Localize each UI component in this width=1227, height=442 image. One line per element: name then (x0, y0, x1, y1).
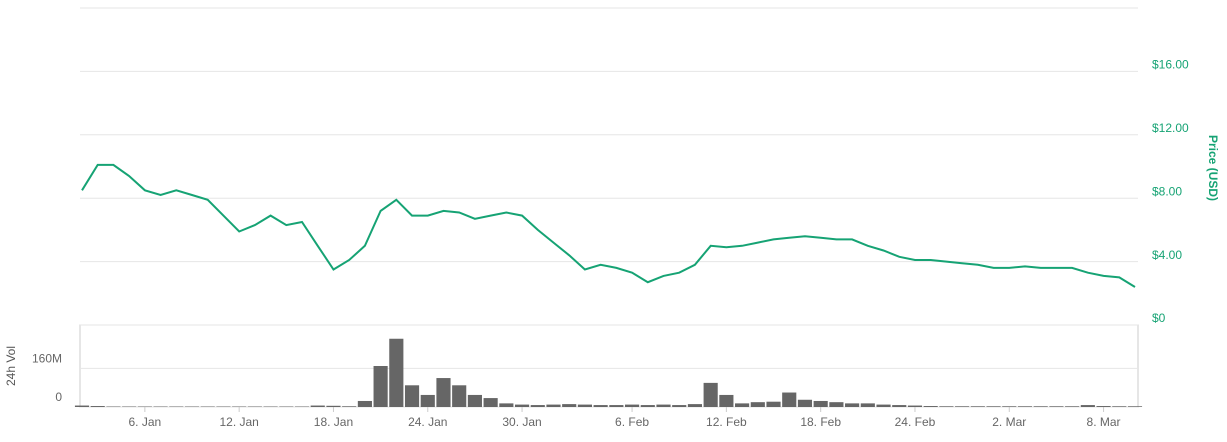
volume-bar (436, 378, 451, 407)
volume-bar (1002, 406, 1017, 407)
price-line (81, 163, 1136, 288)
volume-bar (577, 404, 592, 407)
volume-bar (1017, 406, 1033, 407)
x-tick-label: 6. Feb (615, 415, 649, 429)
y-tick-label: 160M (32, 352, 62, 366)
volume-bar (1096, 406, 1111, 407)
volume-bar (452, 385, 467, 407)
x-tick-label: 8. Mar (1087, 415, 1121, 429)
volume-bar (703, 382, 718, 407)
volume-bar (404, 385, 420, 407)
volume-bar (1112, 406, 1127, 407)
volume-bar (672, 405, 687, 407)
volume-bar (797, 399, 813, 407)
x-tick-label: 18. Jan (314, 415, 353, 429)
volume-bar (562, 404, 577, 407)
volume-panel (79, 324, 1139, 408)
volume-bar (90, 406, 105, 407)
volume-bar (342, 406, 357, 407)
y-tick-label: 0 (55, 390, 62, 404)
volume-bar (609, 405, 624, 407)
volume-bar (546, 404, 561, 407)
volume-bar (1080, 405, 1095, 407)
volume-bar (735, 403, 750, 407)
x-tick-label: 2. Mar (992, 415, 1026, 429)
x-tick-label: 6. Jan (129, 415, 162, 429)
x-tick-label: 12. Jan (219, 415, 258, 429)
volume-bar (970, 406, 985, 407)
volume-bar (766, 401, 781, 407)
volume-bar (499, 403, 514, 407)
volume-bar (845, 403, 860, 407)
x-tick-label: 18. Feb (800, 415, 841, 429)
volume-bar (939, 406, 954, 407)
volume-bar (986, 406, 1001, 407)
volume-bar (373, 366, 388, 407)
volume-bar (1033, 406, 1048, 407)
volume-bar (420, 394, 435, 407)
volume-bar (1127, 406, 1143, 407)
volume-axis-label: 24h Vol (4, 346, 18, 386)
x-tick-label: 24. Jan (408, 415, 447, 429)
volume-bar (467, 394, 482, 407)
y-tick-label: $8.00 (1152, 184, 1182, 198)
volume-bar (876, 404, 891, 407)
x-tick-label: 12. Feb (706, 415, 747, 429)
volume-bar (719, 394, 734, 407)
volume-bar (625, 404, 640, 407)
volume-bar (750, 402, 765, 407)
volume-bar (514, 404, 530, 407)
volume-bar (389, 338, 404, 407)
volume-bar (593, 405, 608, 407)
x-tick-label: 24. Feb (895, 415, 936, 429)
volume-bar (1049, 406, 1064, 407)
volume-bar (357, 400, 372, 407)
volume-bar (955, 406, 970, 407)
volume-bar (530, 405, 545, 407)
y-tick-label: $12.00 (1152, 121, 1189, 135)
volume-bar (687, 404, 703, 407)
volume-bar (829, 402, 844, 407)
price-axis-label: Price (USD) (1206, 135, 1220, 201)
volume-bar (483, 398, 498, 407)
y-tick-label: $4.00 (1152, 248, 1182, 262)
y-tick-label: $16.00 (1152, 58, 1189, 72)
volume-bar (74, 405, 90, 407)
volume-bar (860, 403, 875, 407)
volume-bar (907, 405, 923, 407)
volume-bar (310, 405, 325, 407)
volume-bar (782, 392, 797, 407)
volume-bar (1065, 406, 1080, 407)
volume-bar (813, 400, 828, 407)
volume-bar (640, 405, 655, 407)
x-tick-label: 30. Jan (502, 415, 541, 429)
volume-bar (892, 405, 907, 407)
y-tick-label: $0 (1152, 311, 1166, 325)
volume-bar (656, 404, 671, 407)
volume-bar (923, 406, 938, 407)
volume-bar (326, 405, 341, 407)
